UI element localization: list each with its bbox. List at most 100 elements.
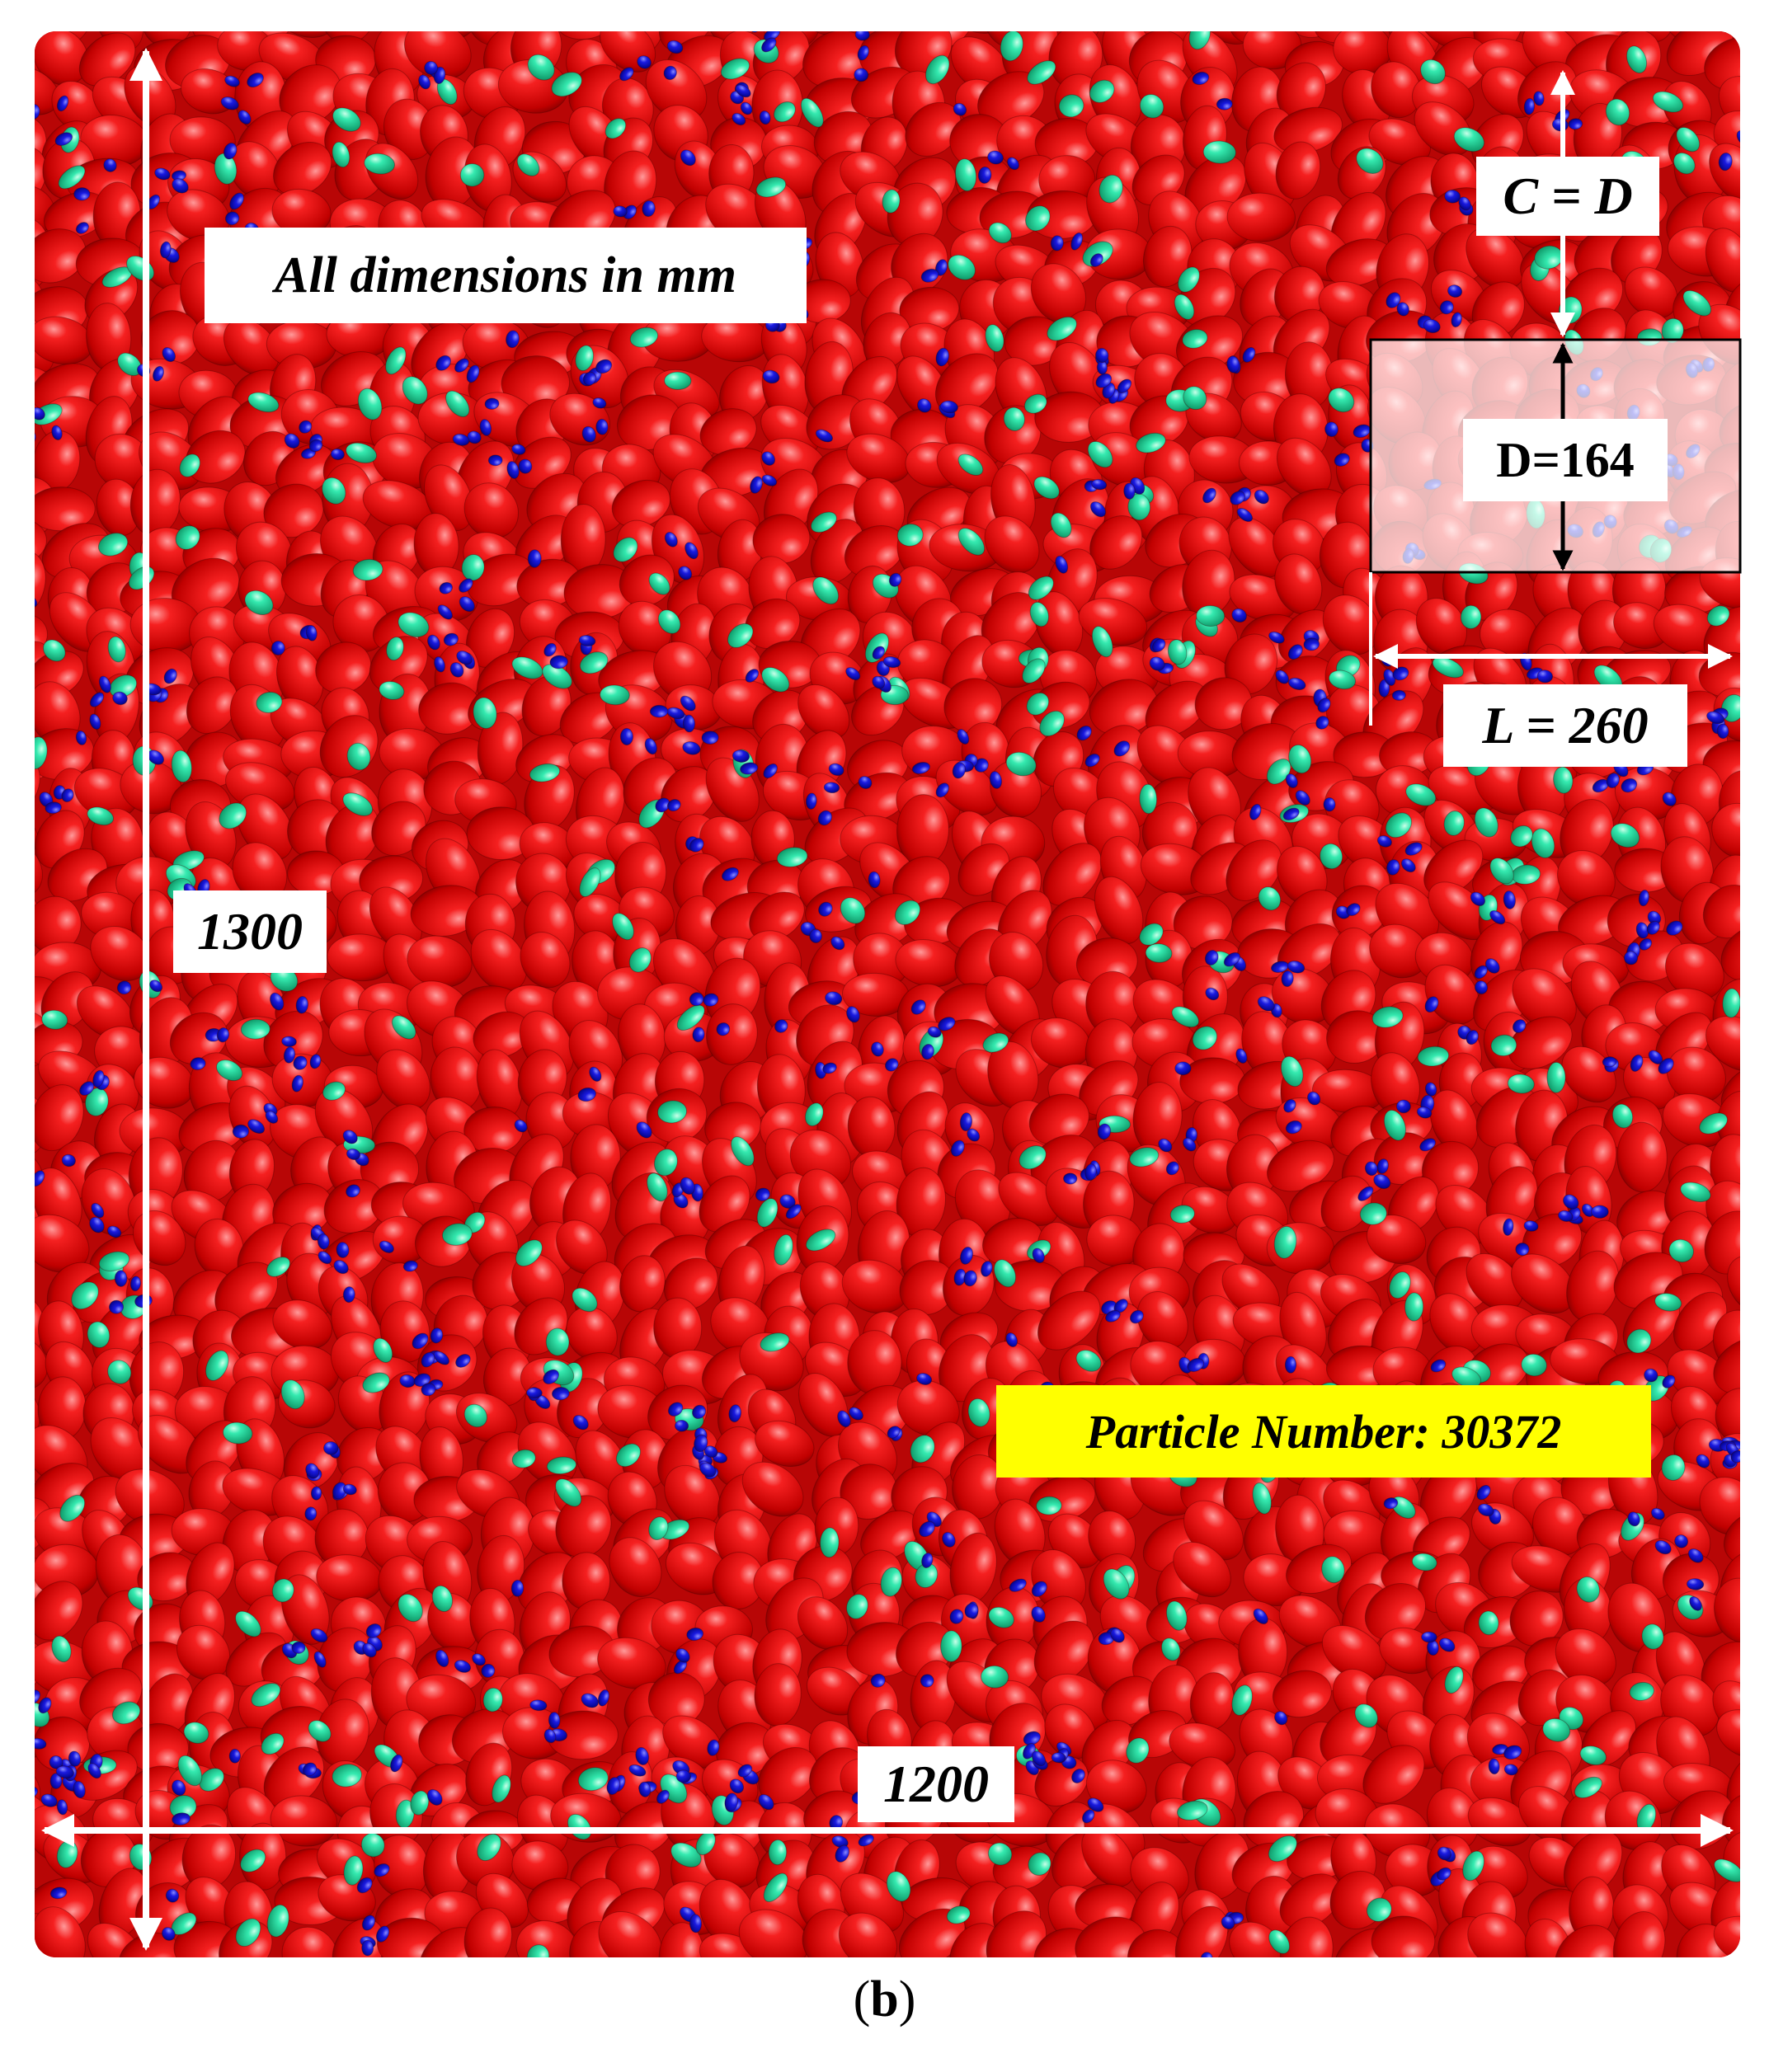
small-particle xyxy=(73,187,91,201)
small-particle xyxy=(1743,1453,1762,1471)
small-particle xyxy=(675,1769,691,1783)
large-particle xyxy=(35,228,87,284)
large-particle xyxy=(847,1330,902,1395)
large-particle xyxy=(1368,118,1431,166)
large-particle xyxy=(1423,839,1484,896)
large-particle xyxy=(1466,1252,1523,1312)
large-particle xyxy=(755,1420,815,1467)
small-particle xyxy=(114,1270,128,1287)
large-particle xyxy=(1705,1015,1740,1072)
large-particle xyxy=(272,1299,332,1351)
small-particle xyxy=(228,1748,241,1764)
large-particle xyxy=(653,1297,703,1360)
spacing-label: C = D xyxy=(1476,157,1659,236)
large-particle xyxy=(0,1042,40,1116)
height-label: 1300 xyxy=(173,890,327,973)
small-particle xyxy=(619,727,634,746)
large-particle xyxy=(619,1255,666,1313)
medium-particle xyxy=(768,1839,788,1866)
small-particle xyxy=(361,1939,374,1957)
large-particle xyxy=(1371,1915,1436,1957)
large-particle xyxy=(990,761,1042,818)
large-particle xyxy=(35,613,48,662)
large-particle xyxy=(78,32,136,87)
large-particle xyxy=(268,31,336,38)
large-particle xyxy=(403,31,472,80)
small-particle xyxy=(749,31,763,33)
large-particle xyxy=(1226,839,1282,901)
large-particle xyxy=(896,1379,960,1437)
large-particle xyxy=(463,482,519,539)
large-particle xyxy=(1702,884,1740,939)
small-particle xyxy=(232,1124,250,1139)
large-particle xyxy=(1371,61,1422,119)
units-note-label: All dimensions in mm xyxy=(205,228,807,323)
large-particle xyxy=(223,318,280,376)
small-particle xyxy=(15,1745,35,1765)
large-particle xyxy=(0,1821,40,1899)
large-particle xyxy=(35,550,46,618)
small-particle xyxy=(1216,97,1233,110)
small-particle xyxy=(1200,1952,1213,1957)
medium-particle xyxy=(459,163,485,187)
small-particle xyxy=(1323,797,1336,812)
large-particle xyxy=(706,1003,758,1065)
panel-caption: (b) xyxy=(853,1971,916,2027)
large-particle xyxy=(798,1373,849,1437)
small-particle xyxy=(526,1387,543,1399)
small-particle xyxy=(1063,1172,1078,1185)
large-particle xyxy=(1704,1210,1740,1275)
small-particle xyxy=(701,731,719,745)
large-particle xyxy=(35,1214,90,1273)
large-particle xyxy=(658,31,717,52)
small-particle xyxy=(1716,723,1729,740)
small-particle xyxy=(674,1419,689,1432)
medium-particle xyxy=(1404,1292,1424,1322)
large-particle xyxy=(1037,1290,1101,1351)
large-particle xyxy=(1429,1293,1484,1355)
small-particle xyxy=(1591,1205,1609,1219)
small-particle xyxy=(595,418,609,435)
large-particle xyxy=(984,515,1040,574)
large-particle xyxy=(1466,227,1526,290)
large-particle xyxy=(1275,141,1321,200)
large-particle xyxy=(1624,266,1678,319)
large-particle xyxy=(0,423,40,491)
large-particle xyxy=(797,684,850,740)
large-particle xyxy=(315,641,372,694)
large-particle xyxy=(35,838,43,898)
small-particle xyxy=(18,1754,35,1774)
large-particle xyxy=(1711,802,1740,859)
large-particle xyxy=(1704,36,1740,92)
large-particle xyxy=(35,1084,84,1152)
small-particle xyxy=(271,641,285,655)
small-particle xyxy=(1174,1061,1192,1076)
large-particle xyxy=(1713,1337,1740,1395)
particle-number-label: Particle Number: 30372 xyxy=(996,1385,1651,1478)
large-particle xyxy=(555,31,621,40)
small-particle xyxy=(527,549,542,568)
small-particle xyxy=(1515,1242,1530,1257)
large-particle xyxy=(520,932,571,989)
large-particle xyxy=(1091,0,1164,36)
large-particle xyxy=(273,141,332,196)
small-particle xyxy=(15,1156,34,1173)
small-particle xyxy=(510,1580,525,1597)
large-particle xyxy=(1727,1255,1740,1313)
small-particle xyxy=(1123,482,1136,500)
medium-particle xyxy=(664,371,692,391)
small-particle xyxy=(1051,1752,1066,1764)
large-particle xyxy=(0,674,35,745)
small-particle xyxy=(1284,1355,1297,1374)
large-particle xyxy=(1508,1016,1573,1069)
small-particle xyxy=(1395,1099,1411,1114)
large-particle xyxy=(1094,876,1144,945)
panel-letter: b xyxy=(870,1971,899,2027)
large-particle xyxy=(1366,1215,1427,1264)
medium-particle xyxy=(940,1630,962,1662)
large-particle xyxy=(1089,515,1143,570)
large-particle xyxy=(376,1049,430,1111)
large-particle xyxy=(1194,677,1253,731)
large-particle xyxy=(1512,968,1577,1031)
